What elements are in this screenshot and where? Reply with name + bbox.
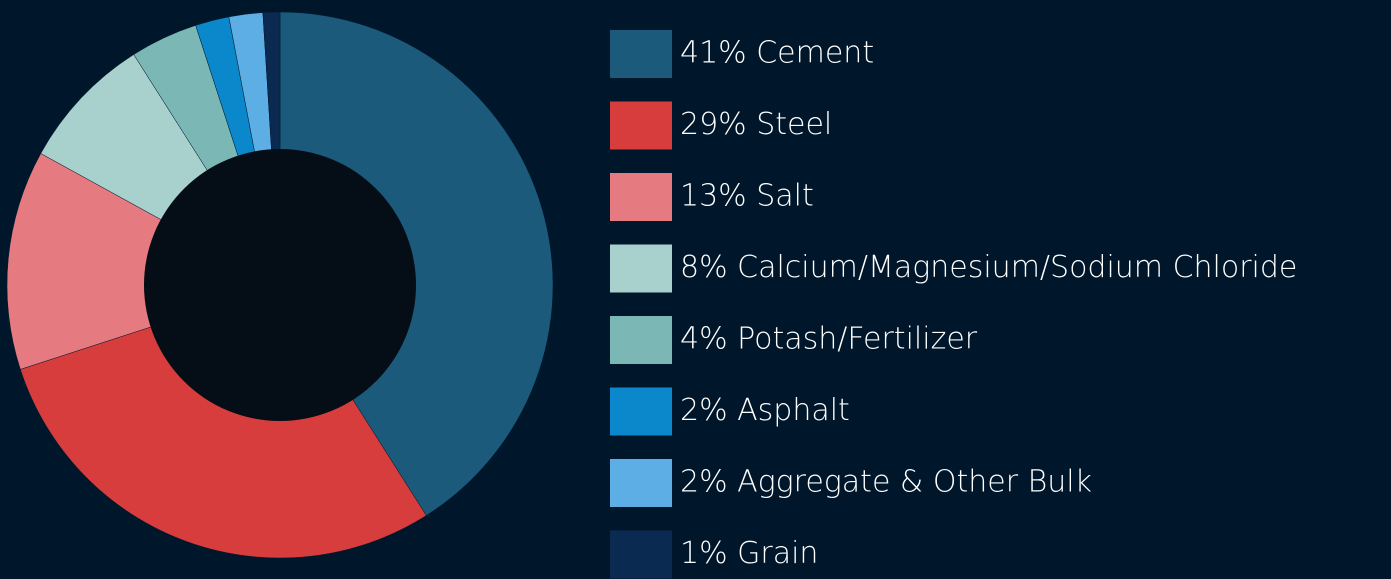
legend-label: 13% Salt bbox=[680, 179, 814, 214]
legend-label: 1% Grain bbox=[680, 536, 818, 571]
legend-label: 8% Calcium/Magnesium/Sodium Chloride bbox=[680, 250, 1297, 285]
legend-label: 2% Aggregate & Other Bulk bbox=[680, 465, 1092, 500]
legend-swatch bbox=[610, 316, 672, 364]
legend-swatch bbox=[610, 387, 672, 436]
legend-label: 41% Cement bbox=[680, 36, 874, 71]
legend-swatch bbox=[610, 530, 672, 579]
legend-label: 2% Asphalt bbox=[680, 393, 850, 428]
slice bbox=[6, 153, 281, 370]
legend-swatch bbox=[610, 101, 672, 150]
legend-swatch bbox=[610, 30, 672, 78]
legend-label: 29% Steel bbox=[680, 107, 832, 142]
legend-swatch bbox=[610, 459, 672, 507]
legend-label: 4% Potash/Fertilizer bbox=[680, 322, 978, 357]
legend-swatch bbox=[610, 244, 672, 293]
slice bbox=[20, 284, 427, 559]
legend-swatch bbox=[610, 173, 672, 221]
donut-hole bbox=[144, 149, 416, 421]
